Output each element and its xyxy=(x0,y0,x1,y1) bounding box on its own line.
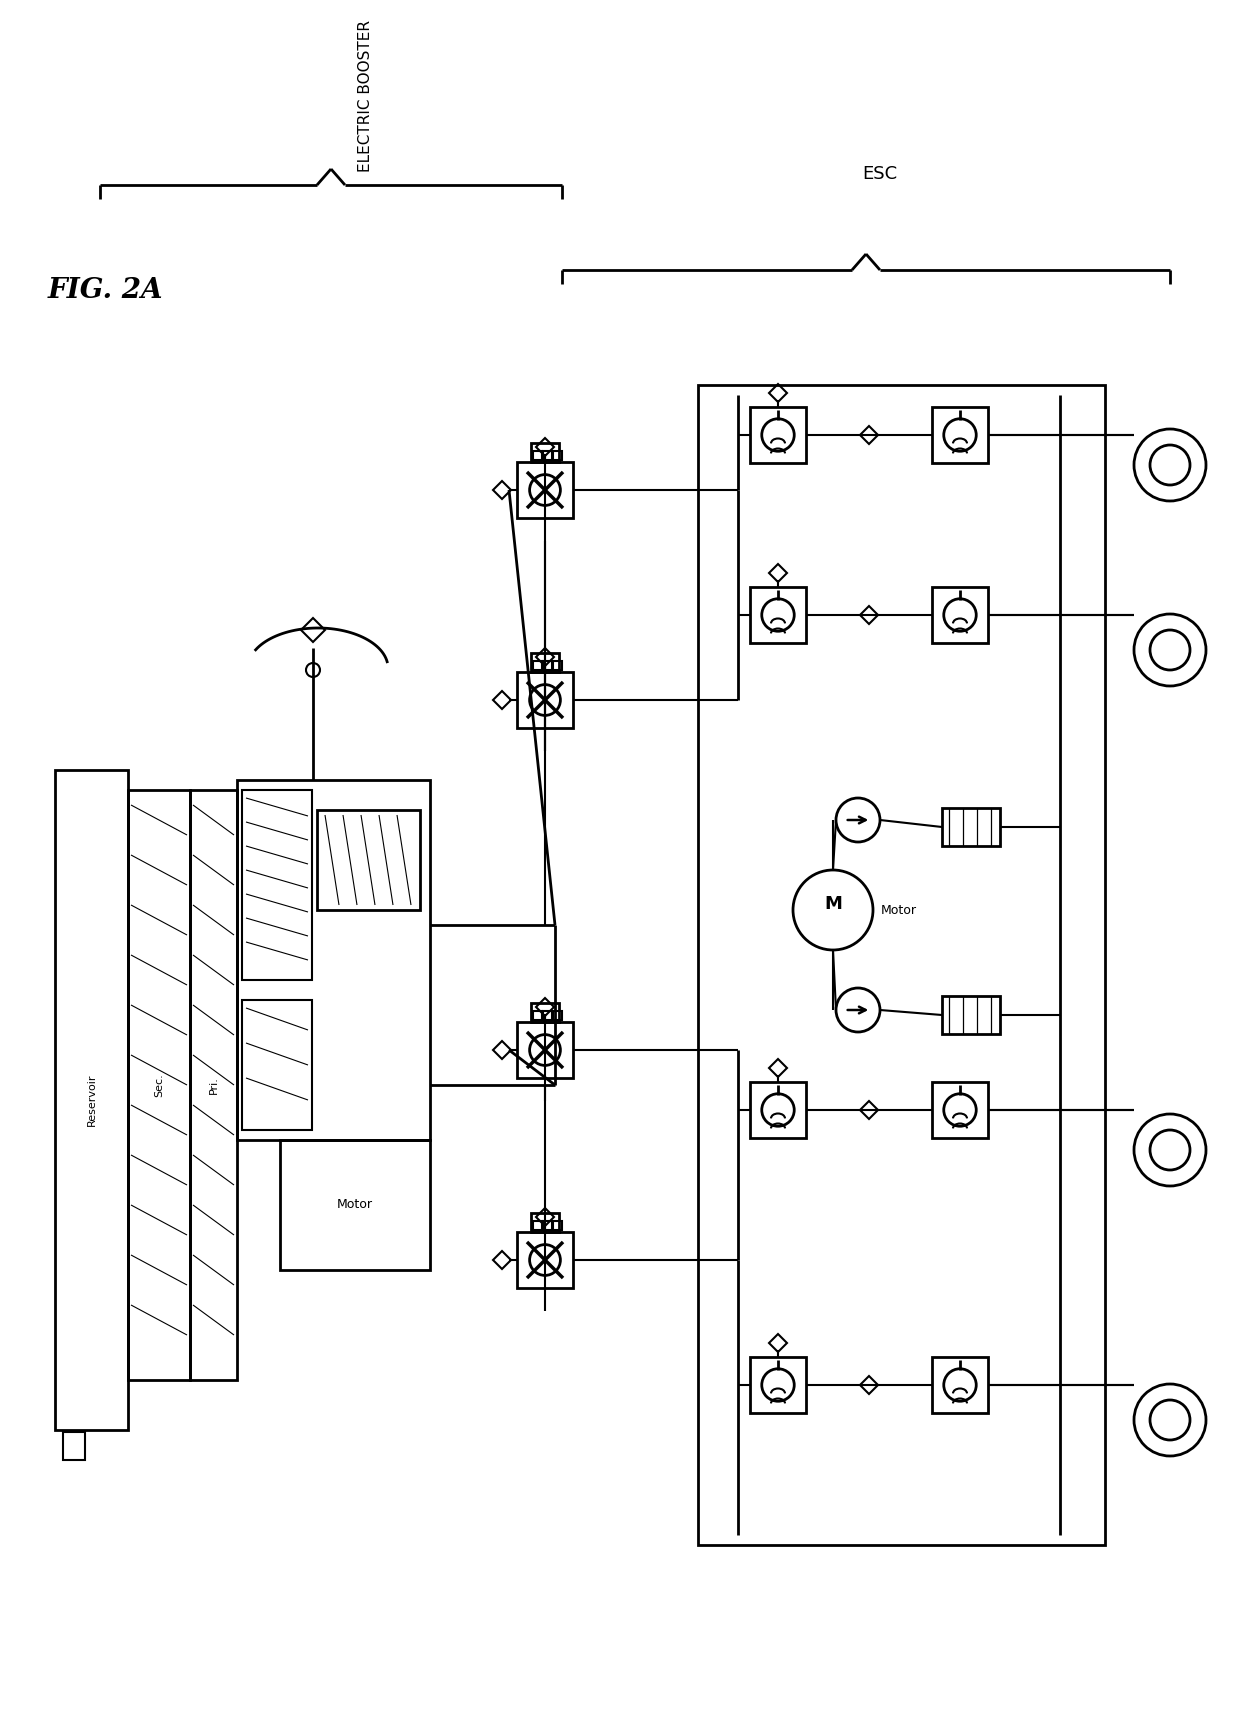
Bar xyxy=(237,780,430,1141)
Bar xyxy=(280,1141,430,1270)
Bar xyxy=(543,1010,552,1020)
Bar xyxy=(932,1357,988,1412)
Bar xyxy=(190,790,237,1380)
Bar xyxy=(531,443,559,462)
Bar xyxy=(531,1003,559,1022)
Bar xyxy=(543,1221,552,1230)
Bar xyxy=(750,1357,806,1412)
Bar xyxy=(932,1082,988,1137)
Bar xyxy=(531,653,559,672)
Text: Pri.: Pri. xyxy=(208,1075,218,1094)
Bar xyxy=(553,1221,562,1230)
Bar xyxy=(55,770,128,1429)
Bar xyxy=(543,661,552,670)
Bar xyxy=(242,1000,312,1130)
Text: FIG. 2A: FIG. 2A xyxy=(48,277,164,304)
Bar xyxy=(517,462,573,519)
Bar xyxy=(242,790,312,979)
Bar xyxy=(698,385,1105,1544)
Text: Reservoir: Reservoir xyxy=(87,1074,97,1127)
Bar xyxy=(517,1232,573,1288)
Bar xyxy=(533,661,542,670)
Bar xyxy=(533,1010,542,1020)
Bar xyxy=(533,1221,542,1230)
Bar xyxy=(750,1082,806,1137)
Bar xyxy=(128,790,190,1380)
Bar xyxy=(553,1010,562,1020)
Text: Motor: Motor xyxy=(337,1199,373,1211)
Text: ESC: ESC xyxy=(863,165,898,184)
Bar xyxy=(531,1213,559,1232)
Bar xyxy=(553,452,562,460)
Text: Sec.: Sec. xyxy=(154,1074,164,1096)
Bar xyxy=(543,452,552,460)
Bar xyxy=(942,807,999,845)
Bar xyxy=(932,588,988,643)
Text: ELECTRIC BOOSTER: ELECTRIC BOOSTER xyxy=(357,21,372,172)
Text: Motor: Motor xyxy=(880,904,918,916)
Bar xyxy=(317,809,420,911)
Bar xyxy=(942,996,999,1034)
Bar xyxy=(533,452,542,460)
Bar xyxy=(517,672,573,728)
Bar xyxy=(553,661,562,670)
Bar xyxy=(750,407,806,462)
Text: M: M xyxy=(825,895,842,912)
Bar xyxy=(517,1022,573,1077)
Bar xyxy=(932,407,988,462)
Bar xyxy=(63,1433,86,1460)
Bar xyxy=(750,588,806,643)
